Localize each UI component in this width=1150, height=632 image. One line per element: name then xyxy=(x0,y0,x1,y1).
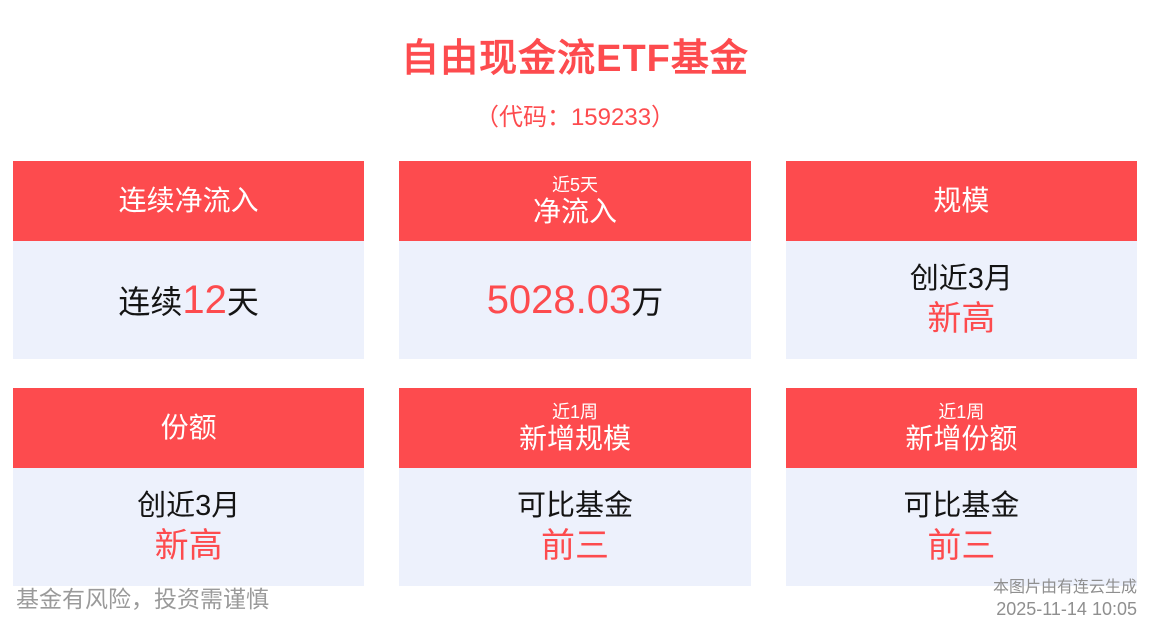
value-line1: 可比基金 xyxy=(903,490,1020,522)
card-header: 近5天 净流入 xyxy=(399,161,751,241)
card-value: 5028.03 万 xyxy=(399,241,751,359)
stats-grid: 连续净流入 连续 12 天 近5天 净流入 5028.03 万 规模 创近3月 新高 xyxy=(13,161,1137,586)
card-shares: 份额 创近3月 新高 xyxy=(13,388,365,586)
card-header-label: 净流入 xyxy=(532,196,617,227)
card-header-subline: 近1周 xyxy=(938,402,985,422)
card-value: 创近3月 新高 xyxy=(13,468,365,586)
card-header: 近1周 新增规模 xyxy=(399,388,751,468)
card-net-inflow-5d: 近5天 净流入 5028.03 万 xyxy=(399,161,751,359)
credit-line: 本图片由有连云生成 xyxy=(992,579,1137,596)
card-continuous-net-inflow: 连续净流入 连续 12 天 xyxy=(13,161,365,359)
card-header-label: 规模 xyxy=(933,185,990,216)
card-value: 创近3月 新高 xyxy=(785,241,1137,359)
value-suffix: 万 xyxy=(631,284,664,320)
value-number: 5028.03 xyxy=(486,277,632,322)
card-value: 可比基金 前三 xyxy=(399,468,751,586)
value-line2: 前三 xyxy=(540,527,609,565)
watermark: 本图片由有连云生成 2025-11-14 10:05 xyxy=(993,577,1137,620)
value-number: 12 xyxy=(182,277,227,322)
card-header-label: 新增规模 xyxy=(518,423,631,454)
value-suffix: 天 xyxy=(226,284,259,320)
etf-infographic: 自由现金流ETF基金 （代码：159233） 连续净流入 连续 12 天 近5天 净… xyxy=(13,38,1137,619)
card-header-label: 新增份额 xyxy=(905,423,1018,454)
value-line2: 前三 xyxy=(927,527,996,565)
value-line2: 新高 xyxy=(154,527,223,565)
card-value: 可比基金 前三 xyxy=(785,468,1137,586)
card-header: 份额 xyxy=(13,388,365,468)
card-new-shares-1w: 近1周 新增份额 可比基金 前三 xyxy=(785,388,1137,586)
card-header-label: 连续净流入 xyxy=(118,185,259,216)
page-title: 自由现金流ETF基金 xyxy=(401,38,749,80)
risk-disclaimer: 基金有风险，投资需谨慎 xyxy=(16,586,269,612)
card-scale: 规模 创近3月 新高 xyxy=(785,161,1137,359)
value-line1: 可比基金 xyxy=(516,490,633,522)
value-line1: 创近3月 xyxy=(909,263,1013,295)
value-line1: 创近3月 xyxy=(137,490,241,522)
card-header-subline: 近5天 xyxy=(551,175,598,195)
card-header: 连续净流入 xyxy=(13,161,365,241)
value-line2: 新高 xyxy=(927,300,996,338)
timestamp: 2025-11-14 10:05 xyxy=(996,599,1137,619)
value-prefix: 连续 xyxy=(118,284,183,320)
card-new-scale-1w: 近1周 新增规模 可比基金 前三 xyxy=(399,388,751,586)
card-header: 规模 xyxy=(785,161,1137,241)
card-value: 连续 12 天 xyxy=(13,241,365,359)
fund-code: （代码：159233） xyxy=(474,104,676,131)
card-header-label: 份额 xyxy=(160,412,217,443)
card-header: 近1周 新增份额 xyxy=(785,388,1137,468)
card-header-subline: 近1周 xyxy=(551,402,598,422)
